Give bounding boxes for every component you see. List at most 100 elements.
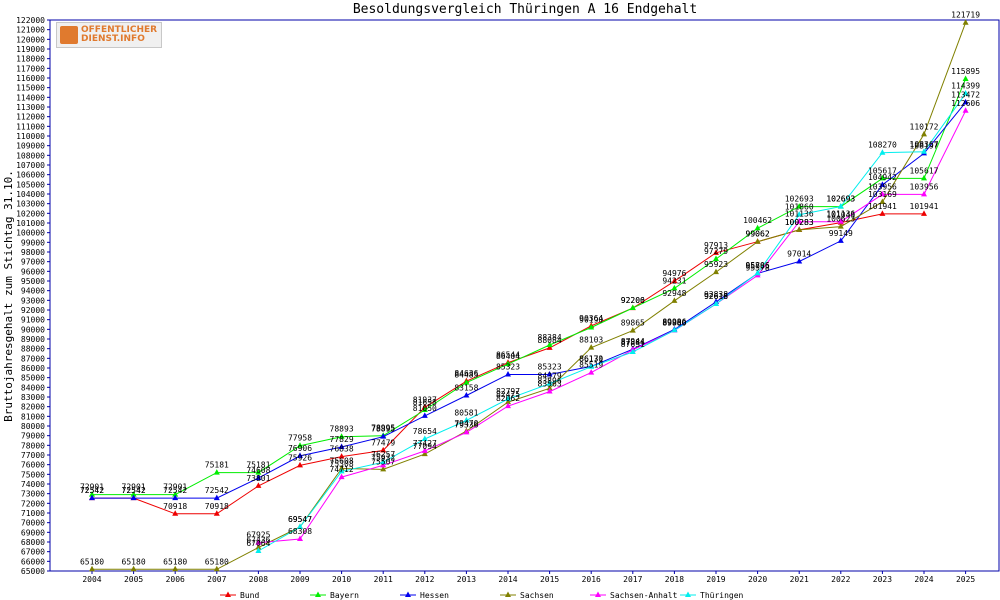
data-point-hessen <box>130 494 137 501</box>
x-tick-label: 2004 <box>82 575 101 584</box>
y-tick-label: 119000 <box>16 45 45 54</box>
data-point-bayern <box>297 442 303 448</box>
y-tick-label: 115000 <box>16 84 45 93</box>
data-label-th-ringen: 69547 <box>288 515 312 524</box>
data-point-hessen <box>463 391 470 398</box>
data-point-sachsen <box>255 543 262 550</box>
data-label-bayern: 81658 <box>413 398 437 407</box>
data-label-hessen: 83158 <box>454 383 478 392</box>
x-tick-label: 2008 <box>249 575 268 584</box>
data-label-hessen: 113472 <box>951 90 980 99</box>
x-tick-label: 2019 <box>706 575 725 584</box>
y-tick-label: 118000 <box>16 55 45 64</box>
data-label-sachsen-anhalt: 103956 <box>868 182 897 191</box>
data-label-hessen: 78895 <box>371 425 395 434</box>
data-point-hessen <box>338 443 345 449</box>
data-label-bund: 101043 <box>826 211 855 220</box>
data-label-sachsen-anhalt: 83563 <box>538 380 562 389</box>
data-point-bund <box>921 210 927 216</box>
y-tick-label: 82000 <box>21 403 45 412</box>
data-point-bayern <box>463 379 470 385</box>
data-point-th-ringen <box>629 348 636 355</box>
data-label-sachsen: 79470 <box>454 419 478 428</box>
chart-title: Besoldungsvergleich Thüringen A 16 Endge… <box>353 2 697 17</box>
data-point-sachsen <box>546 384 553 391</box>
data-point-hessen <box>380 433 387 439</box>
data-point-sachsen-anhalt <box>962 107 969 113</box>
data-label-bayern: 78893 <box>330 425 354 434</box>
x-tick-label: 2022 <box>831 575 850 584</box>
data-label-bayern: 75181 <box>205 461 229 470</box>
data-label-hessen: 76906 <box>288 444 312 453</box>
data-label-sachsen-anhalt: 85519 <box>579 361 603 370</box>
y-tick-label: 66000 <box>21 557 45 566</box>
x-tick-label: 2018 <box>665 575 684 584</box>
data-label-bayern: 72901 <box>163 483 187 492</box>
data-point-sachsen <box>754 238 761 244</box>
legend-label-bayern: Bayern <box>330 591 359 600</box>
data-label-hessen: 72542 <box>205 486 229 495</box>
data-label-hessen: 108197 <box>910 141 939 150</box>
x-tick-label: 2010 <box>332 575 351 584</box>
data-label-hessen: 104942 <box>868 173 897 182</box>
data-label-hessen: 74608 <box>246 466 270 475</box>
data-label-sachsen: 65180 <box>80 557 104 566</box>
y-tick-label: 68000 <box>21 538 45 547</box>
data-label-hessen: 87944 <box>621 337 645 346</box>
y-tick-label: 76000 <box>21 461 45 470</box>
y-tick-label: 65000 <box>21 567 45 576</box>
data-label-sachsen-anhalt: 75932 <box>371 453 395 462</box>
data-label-hessen: 85323 <box>496 363 520 372</box>
data-point-bayern <box>421 406 428 412</box>
data-point-bayern <box>796 203 803 209</box>
data-label-sachsen: 65180 <box>163 557 187 566</box>
logo-line-2: DIENST.INFO <box>81 34 145 44</box>
data-label-sachsen-anhalt: 112606 <box>951 99 980 108</box>
data-label-bund: 76838 <box>330 445 354 454</box>
data-point-sachsen <box>962 19 969 25</box>
data-label-bund: 97913 <box>704 241 728 250</box>
data-point-th-ringen <box>421 435 428 442</box>
y-tick-label: 101000 <box>16 219 45 228</box>
data-label-bayern: 88384 <box>538 333 562 342</box>
data-label-bund: 73801 <box>246 474 270 483</box>
data-label-th-ringen: 76257 <box>371 450 395 459</box>
data-point-sachsen-anhalt <box>380 461 387 468</box>
data-point-sachsen-anhalt <box>338 473 345 480</box>
data-point-sachsen-anhalt <box>796 218 803 224</box>
x-tick-label: 2009 <box>290 575 309 584</box>
data-label-sachsen: 100283 <box>785 218 814 227</box>
data-point-bund <box>546 344 553 350</box>
data-label-sachsen: 100623 <box>826 215 855 224</box>
data-point-th-ringen <box>505 395 511 401</box>
data-label-bund: 92200 <box>621 296 645 305</box>
data-point-hessen <box>297 452 303 458</box>
data-label-sachsen: 65180 <box>205 557 229 566</box>
data-point-bund <box>213 510 220 516</box>
data-point-sachsen <box>837 223 844 229</box>
series-line-th-ringen <box>258 93 967 552</box>
data-point-sachsen <box>213 565 220 572</box>
data-point-sachsen-anhalt <box>463 428 470 435</box>
data-point-hessen <box>421 412 428 418</box>
x-tick-label: 2006 <box>166 575 185 584</box>
data-label-sachsen-anhalt: 103956 <box>910 182 939 191</box>
data-label-bund: 72542 <box>122 486 146 495</box>
series-line-hessen <box>92 102 966 499</box>
x-tick-label: 2005 <box>124 575 143 584</box>
data-label-bayern: 86404 <box>496 352 520 361</box>
data-label-sachsen-anhalt: 89880 <box>662 318 686 327</box>
data-label-th-ringen: 89900 <box>662 318 686 327</box>
data-point-bund <box>172 510 179 516</box>
y-axis-label: Bruttojahresgehalt zum Stichtag 31.10. <box>2 170 15 422</box>
y-tick-label: 121000 <box>16 26 45 35</box>
y-tick-label: 88000 <box>21 345 45 354</box>
data-point-th-ringen <box>380 458 387 465</box>
data-label-bund: 70918 <box>205 502 229 511</box>
data-point-bund <box>338 453 345 459</box>
x-tick-label: 2012 <box>415 575 434 584</box>
data-label-sachsen: 75507 <box>371 457 395 466</box>
logo-text: OFFENTLICHER DIENST.INFO <box>81 26 157 44</box>
legend-marker-bund <box>225 591 231 597</box>
y-tick-label: 69000 <box>21 528 45 537</box>
